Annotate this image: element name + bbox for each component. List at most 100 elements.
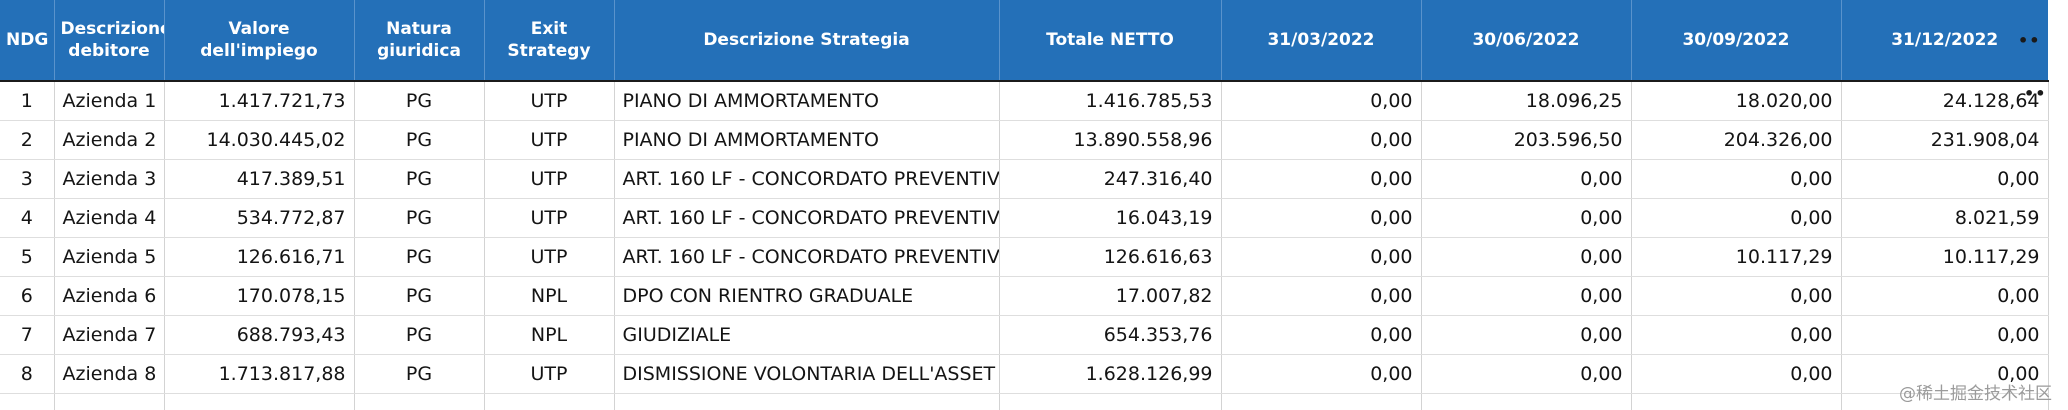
cell-natura-giuridica[interactable]: PG (354, 354, 485, 394)
cell-q3-2022[interactable]: 0,00 (1631, 159, 1842, 199)
cell-valore-impiego[interactable]: 126.616,71 (164, 237, 355, 277)
cell-q3-2022[interactable]: 0,00 (1631, 198, 1842, 238)
cell-debitore[interactable]: Azienda 3 (54, 159, 165, 199)
cell-debitore[interactable]: Azienda 8 (54, 354, 165, 394)
cell-totale-netto[interactable]: 16.043,19 (999, 198, 1222, 238)
cell-q1-2022[interactable]: 0,00 (1221, 276, 1422, 316)
cell-ndg[interactable]: 7 (0, 315, 55, 355)
cell-totale-netto[interactable]: 1.628.126,99 (999, 354, 1222, 394)
cell-q1-2022[interactable]: 0,00 (1221, 198, 1422, 238)
column-header-valore-impiego[interactable]: Valore dell'impiego (164, 0, 355, 81)
cell-descrizione-strategia[interactable]: ART. 160 LF - CONCORDATO PREVENTIVO (614, 237, 1000, 277)
column-header-descrizione-debitore[interactable]: Descrizione debitore (54, 0, 165, 81)
cell-natura-giuridica[interactable]: PG (354, 237, 485, 277)
cell-natura-giuridica[interactable]: PG (354, 159, 485, 199)
cell-descrizione-strategia[interactable]: DPO CON RIENTRO GRADUALE (614, 276, 1000, 316)
cell-totale-netto[interactable]: 17.007,82 (999, 276, 1222, 316)
cell-q2-2022[interactable]: 0,00 (1421, 276, 1632, 316)
table-row[interactable]: 4 Azienda 4 534.772,87 PG UTP ART. 160 LF - C… (0, 198, 2049, 238)
cell-q3-2022[interactable]: 0,00 (1631, 315, 1842, 355)
cell-q3-2022[interactable]: 18.020,00 (1631, 80, 1842, 121)
table-row[interactable]: 1 Azienda 1 1.417.721,73 PG UTP PIANO DI AMMO… (0, 80, 2049, 121)
cell-q2-2022[interactable]: 0,00 (1421, 354, 1632, 394)
cell-valore-impiego[interactable]: 534.772,87 (164, 198, 355, 238)
empty-cell[interactable] (999, 393, 1222, 410)
cell-ndg[interactable]: 1 (0, 80, 55, 121)
table-row[interactable]: 7 Azienda 7 688.793,43 PG NPL GIUDIZIALE 654.3… (0, 315, 2049, 355)
table-row[interactable]: 5 Azienda 5 126.616,71 PG UTP ART. 160 LF - C… (0, 237, 2049, 277)
cell-q2-2022[interactable]: 0,00 (1421, 159, 1632, 199)
cell-descrizione-strategia[interactable]: PIANO DI AMMORTAMENTO (614, 80, 1000, 121)
column-header-natura-giuridica[interactable]: Natura giuridica (354, 0, 485, 81)
empty-cell[interactable] (1631, 393, 1842, 410)
cell-totale-netto[interactable]: 13.890.558,96 (999, 120, 1222, 160)
cell-q4-2022[interactable]: 0,00 (1841, 315, 2049, 355)
cell-totale-netto[interactable]: 247.316,40 (999, 159, 1222, 199)
cell-q3-2022[interactable]: 10.117,29 (1631, 237, 1842, 277)
cell-totale-netto[interactable]: 126.616,63 (999, 237, 1222, 277)
column-header-exit-strategy[interactable]: Exit Strategy (484, 0, 615, 81)
empty-cell[interactable] (54, 393, 165, 410)
cell-q1-2022[interactable]: 0,00 (1221, 120, 1422, 160)
cell-q2-2022[interactable]: 18.096,25 (1421, 80, 1632, 121)
empty-cell[interactable] (0, 393, 55, 410)
column-header-ndg[interactable]: NDG (0, 0, 55, 81)
cell-q4-2022[interactable]: 10.117,29 (1841, 237, 2049, 277)
column-header-q4-2022[interactable]: 31/12/2022 (1841, 0, 2048, 81)
cell-exit-strategy[interactable]: NPL (484, 315, 615, 355)
cell-q4-2022[interactable]: 0,00 (1841, 159, 2049, 199)
cell-exit-strategy[interactable]: UTP (484, 354, 615, 394)
cell-valore-impiego[interactable]: 417.389,51 (164, 159, 355, 199)
cell-valore-impiego[interactable]: 688.793,43 (164, 315, 355, 355)
empty-cell[interactable] (1841, 393, 2049, 410)
cell-debitore[interactable]: Azienda 6 (54, 276, 165, 316)
cell-valore-impiego[interactable]: 14.030.445,02 (164, 120, 355, 160)
table-row[interactable]: 3 Azienda 3 417.389,51 PG UTP ART. 160 LF - C… (0, 159, 2049, 199)
column-header-q3-2022[interactable]: 30/09/2022 (1631, 0, 1842, 81)
cell-q2-2022[interactable]: 203.596,50 (1421, 120, 1632, 160)
empty-cell[interactable] (164, 393, 355, 410)
column-header-totale-netto[interactable]: Totale NETTO (999, 0, 1222, 81)
table-row[interactable]: 6 Azienda 6 170.078,15 PG NPL DPO CON RIENTRO… (0, 276, 2049, 316)
cell-ndg[interactable]: 8 (0, 354, 55, 394)
column-header-q1-2022[interactable]: 31/03/2022 (1221, 0, 1422, 81)
cell-ndg[interactable]: 2 (0, 120, 55, 160)
cell-exit-strategy[interactable]: UTP (484, 198, 615, 238)
cell-natura-giuridica[interactable]: PG (354, 315, 485, 355)
cell-exit-strategy[interactable]: UTP (484, 120, 615, 160)
cell-q1-2022[interactable]: 0,00 (1221, 159, 1422, 199)
cell-descrizione-strategia[interactable]: ART. 160 LF - CONCORDATO PREVENTIVO (614, 159, 1000, 199)
cell-q3-2022[interactable]: 0,00 (1631, 354, 1842, 394)
cell-exit-strategy[interactable]: UTP (484, 237, 615, 277)
cell-q4-2022[interactable]: 231.908,04 (1841, 120, 2049, 160)
cell-exit-strategy[interactable]: UTP (484, 80, 615, 121)
cell-natura-giuridica[interactable]: PG (354, 80, 485, 121)
cell-descrizione-strategia[interactable]: DISMISSIONE VOLONTARIA DELL'ASSET (614, 354, 1000, 394)
cell-natura-giuridica[interactable]: PG (354, 198, 485, 238)
cell-q3-2022[interactable]: 0,00 (1631, 276, 1842, 316)
cell-q4-2022[interactable]: 0,00 (1841, 276, 2049, 316)
cell-q2-2022[interactable]: 0,00 (1421, 315, 1632, 355)
cell-valore-impiego[interactable]: 1.417.721,73 (164, 80, 355, 121)
cell-exit-strategy[interactable]: UTP (484, 159, 615, 199)
cell-debitore[interactable]: Azienda 7 (54, 315, 165, 355)
cell-natura-giuridica[interactable]: PG (354, 120, 485, 160)
cell-descrizione-strategia[interactable]: PIANO DI AMMORTAMENTO (614, 120, 1000, 160)
cell-valore-impiego[interactable]: 1.713.817,88 (164, 354, 355, 394)
cell-q4-2022[interactable]: 24.128,64 (1841, 80, 2049, 121)
cell-natura-giuridica[interactable]: PG (354, 276, 485, 316)
cell-debitore[interactable]: Azienda 2 (54, 120, 165, 160)
column-header-q2-2022[interactable]: 30/06/2022 (1421, 0, 1632, 81)
empty-cell[interactable] (354, 393, 485, 410)
cell-q2-2022[interactable]: 0,00 (1421, 198, 1632, 238)
cell-descrizione-strategia[interactable]: GIUDIZIALE (614, 315, 1000, 355)
cell-q1-2022[interactable]: 0,00 (1221, 315, 1422, 355)
cell-descrizione-strategia[interactable]: ART. 160 LF - CONCORDATO PREVENTIVO (614, 198, 1000, 238)
cell-valore-impiego[interactable]: 170.078,15 (164, 276, 355, 316)
cell-q4-2022[interactable]: 0,00 (1841, 354, 2049, 394)
cell-q1-2022[interactable]: 0,00 (1221, 80, 1422, 121)
empty-cell[interactable] (1421, 393, 1632, 410)
cell-ndg[interactable]: 6 (0, 276, 55, 316)
cell-ndg[interactable]: 5 (0, 237, 55, 277)
cell-exit-strategy[interactable]: NPL (484, 276, 615, 316)
